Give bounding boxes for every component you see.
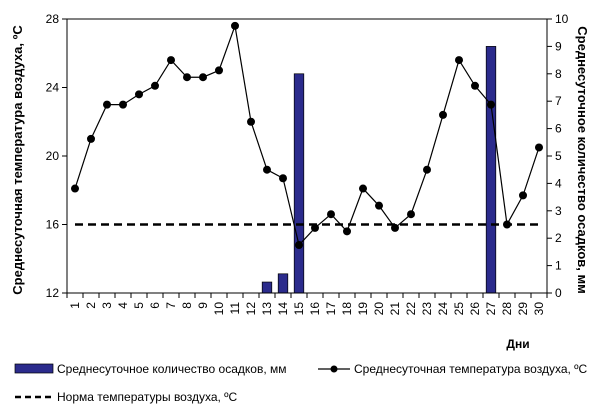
temperature-point [519, 191, 527, 200]
temperature-point [311, 223, 319, 232]
temperature-point [135, 90, 143, 99]
x-tick-label: 25 [452, 302, 466, 316]
temperature-point [535, 143, 543, 152]
temperature-point [455, 56, 463, 65]
x-tick-label: 12 [244, 302, 258, 316]
precipitation-bar [277, 273, 289, 294]
x-tick-label: 18 [340, 302, 354, 316]
right-tick-label: 6 [555, 122, 562, 136]
x-tick-label: 9 [196, 302, 210, 309]
x-tick-label: 7 [164, 302, 178, 309]
x-tick-label: 26 [468, 302, 482, 316]
temperature-point [327, 210, 335, 219]
temperature-point [295, 241, 303, 250]
x-tick-label: 16 [308, 302, 322, 316]
right-tick-label: 8 [555, 67, 562, 81]
x-tick-label: 23 [420, 302, 434, 316]
right-axis-ticks: 0 1 2 3 4 5 6 7 8 9 10 [547, 12, 569, 300]
precipitation-bar [293, 73, 305, 294]
left-tick-label: 24 [46, 81, 60, 95]
temperature-point [199, 73, 207, 82]
x-tick-label: 24 [436, 302, 450, 316]
x-tick-label: 1 [68, 302, 82, 309]
temperature-point [503, 220, 511, 229]
legend: Среднесуточное количество осадков, мм Ср… [14, 362, 588, 404]
temperature-point [423, 165, 431, 174]
x-tick-label: 3 [100, 302, 114, 309]
precipitation-bar [485, 46, 497, 294]
left-tick-label: 28 [46, 12, 60, 26]
left-tick-label: 20 [46, 149, 60, 163]
temperature-point [247, 117, 255, 126]
temperature-point [359, 184, 367, 193]
x-axis-ticks: 1 2 3 4 5 6 7 8 9 10 11 12 13 14 15 16 17 18 19 20 21 22 23 24 2… [66, 293, 548, 316]
x-tick-label: 10 [212, 302, 226, 316]
temperature-point [215, 66, 223, 75]
temperature-point [487, 100, 495, 109]
x-tick-label: 17 [324, 302, 338, 316]
right-tick-label: 4 [555, 176, 562, 190]
temperature-point [375, 201, 383, 210]
x-tick-label: 6 [148, 302, 162, 309]
x-axis-title: Дни [506, 337, 529, 351]
x-tick-label: 8 [180, 302, 194, 309]
right-tick-label: 5 [555, 149, 562, 163]
temperature-point [391, 223, 399, 232]
precipitation-bar [261, 281, 273, 294]
temperature-polyline [74, 23, 540, 247]
temperature-point [183, 73, 191, 82]
legend-temp-marker [330, 365, 338, 373]
temperature-point [471, 81, 479, 90]
temperature-point [439, 110, 447, 119]
left-tick-label: 12 [46, 286, 60, 300]
x-tick-label: 21 [388, 302, 402, 316]
left-axis-title: Среднесуточная температура воздуха, ºС [10, 25, 25, 295]
x-tick-label: 30 [532, 302, 546, 316]
temperature-point [167, 56, 175, 65]
x-tick-label: 29 [516, 302, 530, 316]
right-tick-label: 9 [555, 39, 562, 53]
right-tick-label: 0 [555, 286, 562, 300]
precipitation-bars [261, 46, 497, 294]
right-tick-label: 2 [555, 231, 562, 245]
right-axis-title: Среднесуточное количество осадков, мм [575, 26, 590, 293]
legend-bar-label: Среднесуточное количество осадков, мм [57, 362, 287, 376]
x-tick-label: 4 [116, 302, 130, 309]
temperature-point [263, 165, 271, 174]
temperature-point [231, 21, 239, 30]
temperature-point [279, 174, 287, 183]
left-axis-ticks: 12 16 20 24 28 [46, 12, 67, 300]
temperature-point [71, 184, 79, 193]
x-tick-label: 28 [500, 302, 514, 316]
legend-bar-swatch [14, 363, 54, 374]
temperature-point [87, 134, 95, 143]
plot-frame [66, 18, 548, 294]
x-tick-label: 19 [356, 302, 370, 316]
temperature-point [119, 100, 127, 109]
x-tick-label: 14 [276, 302, 290, 316]
right-tick-label: 10 [555, 12, 569, 26]
axes [66, 18, 548, 294]
legend-temp-label: Среднесуточная температура воздуха, ºС [354, 362, 588, 376]
x-tick-label: 11 [228, 302, 242, 315]
right-tick-label: 1 [555, 259, 562, 273]
temperature-line [71, 21, 543, 250]
x-tick-label: 27 [484, 302, 498, 316]
x-tick-label: 15 [292, 302, 306, 316]
right-tick-label: 3 [555, 204, 562, 218]
temperature-point [151, 81, 159, 90]
x-tick-label: 13 [260, 302, 274, 316]
temperature-point [343, 227, 351, 236]
temperature-point [103, 100, 111, 109]
x-tick-label: 5 [132, 302, 146, 309]
legend-norm-label: Норма температуры воздуха, ºС [57, 390, 238, 404]
x-tick-label: 2 [84, 302, 98, 309]
temperature-point [407, 210, 415, 219]
x-tick-label: 20 [372, 302, 386, 316]
left-tick-label: 16 [46, 218, 60, 232]
x-tick-label: 22 [404, 302, 418, 316]
right-tick-label: 7 [555, 94, 562, 108]
